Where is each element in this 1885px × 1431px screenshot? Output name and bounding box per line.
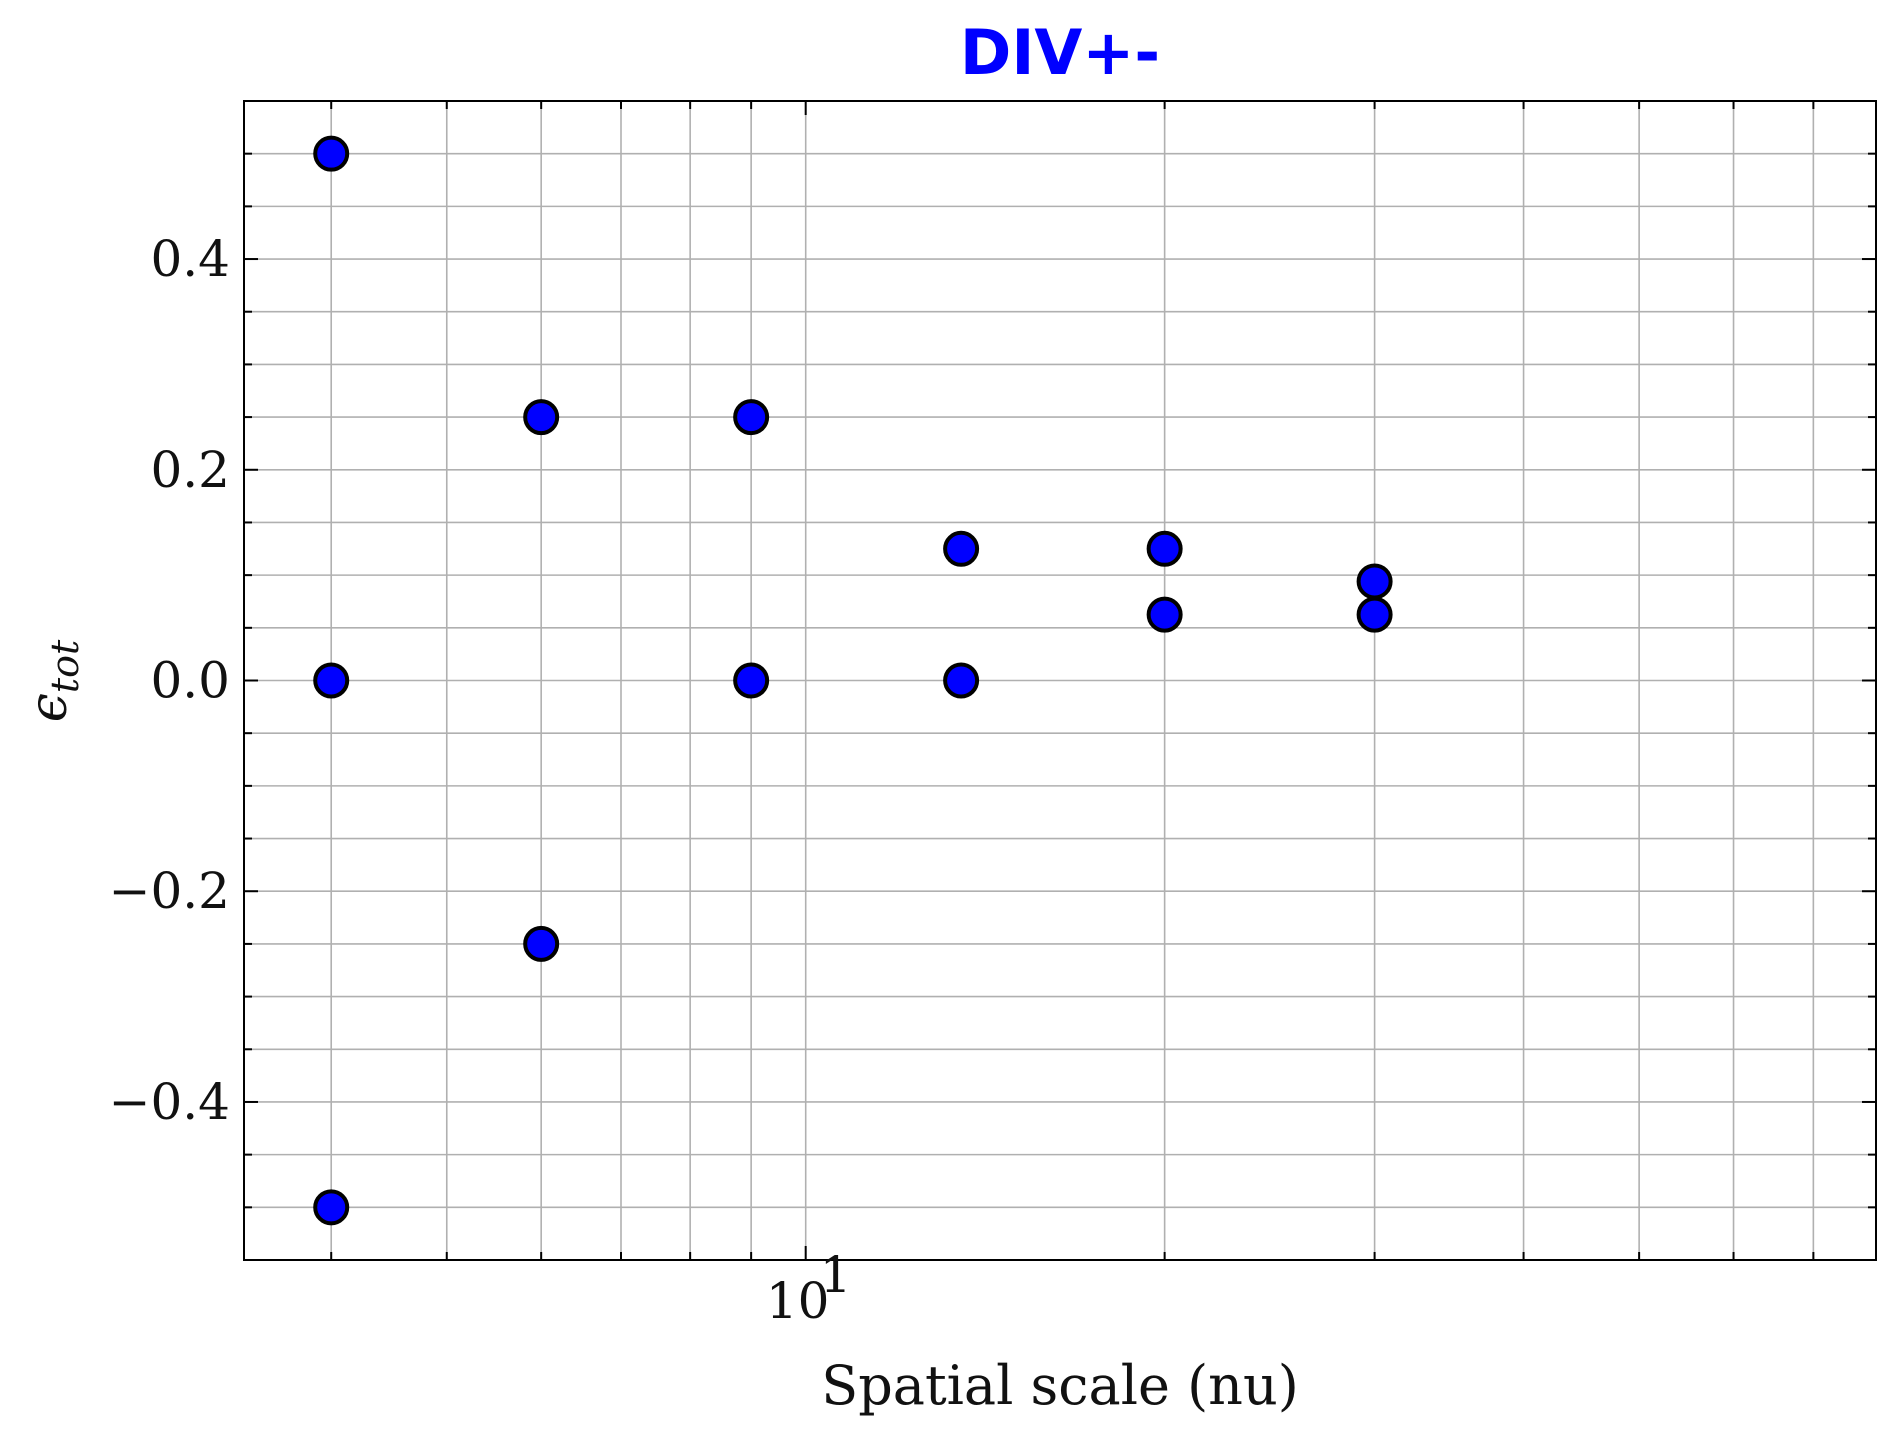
- data-points: [313, 135, 1393, 1226]
- data-point: [1356, 596, 1393, 633]
- x-tick-label-exponent: 1: [820, 1246, 852, 1304]
- data-point: [313, 662, 350, 699]
- y-tick-label: 0.4: [150, 230, 230, 288]
- y-axis-label: ϵtot: [19, 639, 87, 722]
- plot-area-frame: [243, 100, 1877, 1261]
- data-point: [313, 135, 350, 172]
- y-tick-label: −0.4: [109, 1073, 230, 1131]
- y-tick-label: 0.0: [150, 652, 230, 710]
- data-point: [733, 399, 770, 436]
- data-point: [523, 399, 560, 436]
- data-point: [943, 530, 980, 567]
- x-tick-labels: 101: [766, 1246, 852, 1330]
- x-tick-label: 10: [766, 1272, 830, 1330]
- axis-ticks: [244, 100, 1876, 1261]
- data-point: [943, 662, 980, 699]
- y-axis-label-subscript: tot: [43, 639, 87, 693]
- chart-title: DIV+-: [960, 16, 1160, 89]
- y-tick-label: 0.2: [150, 441, 230, 499]
- x-axis-label: Spatial scale (nu): [821, 1354, 1299, 1417]
- y-tick-labels: −0.4 −0.2 0.0 0.2 0.4: [109, 230, 230, 1131]
- data-point: [313, 1189, 350, 1226]
- y-tick-label: −0.2: [109, 862, 230, 920]
- data-point: [1146, 530, 1183, 567]
- y-axis-label-symbol: ϵ: [19, 693, 79, 722]
- data-point: [1146, 596, 1183, 633]
- data-point: [733, 662, 770, 699]
- data-point: [1356, 563, 1393, 600]
- data-point: [523, 925, 560, 962]
